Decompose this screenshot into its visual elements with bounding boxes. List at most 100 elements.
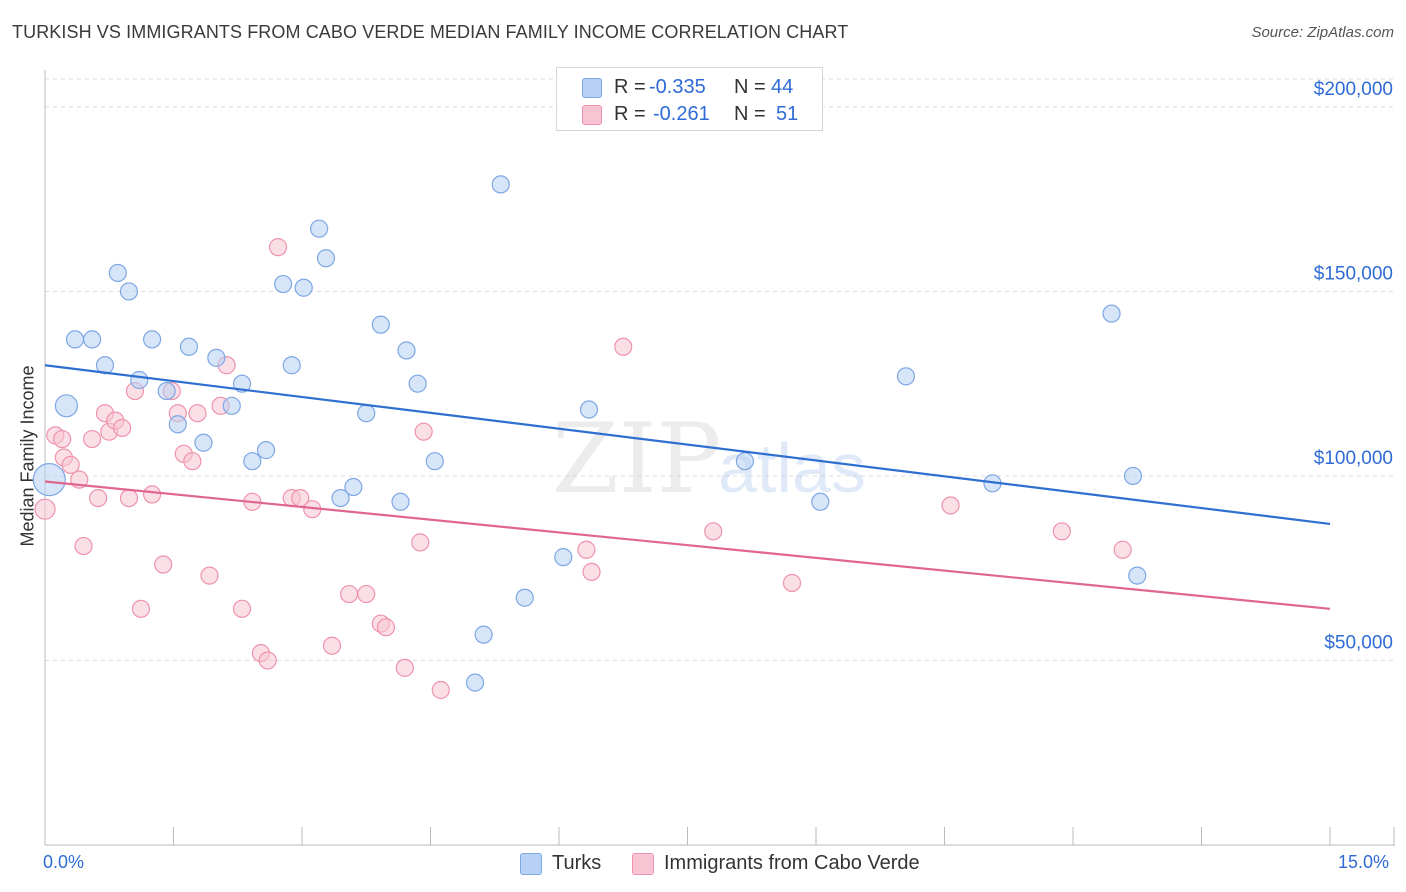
x-tick-max: 15.0% bbox=[1338, 852, 1390, 872]
turks-point bbox=[316, 249, 336, 268]
turks-point bbox=[465, 673, 485, 692]
cabo-verde-point bbox=[200, 566, 219, 585]
cabo-verde-point bbox=[89, 488, 108, 508]
turks-swatch bbox=[520, 853, 542, 875]
turks-trend-line bbox=[44, 364, 1331, 526]
turks-point bbox=[474, 625, 493, 644]
turks-point bbox=[1102, 304, 1121, 323]
cabo-verde-point bbox=[268, 238, 288, 257]
turks-point bbox=[194, 433, 213, 452]
turks-point bbox=[294, 278, 313, 297]
turks-point bbox=[371, 315, 390, 334]
y-tick-label: $50,000 bbox=[1324, 632, 1393, 653]
gridlines bbox=[45, 78, 1395, 661]
cabo-verde-point bbox=[74, 536, 93, 556]
turks-point bbox=[425, 452, 444, 471]
turks-point bbox=[179, 337, 199, 356]
legend-label: Immigrants from Cabo Verde bbox=[664, 852, 920, 874]
turks-point bbox=[735, 452, 754, 471]
x-tick-min: 0.0% bbox=[43, 852, 85, 872]
turks-point bbox=[397, 341, 416, 360]
turks-point bbox=[1128, 566, 1147, 585]
cabo-verde-point bbox=[322, 636, 342, 655]
turks-point bbox=[811, 492, 830, 511]
turks-point bbox=[54, 394, 79, 418]
cabo-verde-point bbox=[83, 429, 102, 449]
legend-label: Turks bbox=[552, 852, 602, 874]
n-value: 51 bbox=[776, 103, 799, 125]
turks-point bbox=[119, 282, 139, 301]
turks-point bbox=[130, 370, 149, 390]
cabo-verde-point bbox=[61, 455, 80, 474]
n-value: 44 bbox=[771, 76, 794, 98]
turks-point bbox=[142, 330, 162, 349]
watermark-zip: ZIP bbox=[552, 403, 721, 515]
y-tick-labels: $50,000 $100,000 $150,000 $200,000 bbox=[1314, 79, 1393, 654]
turks-point bbox=[108, 263, 127, 283]
turks-point bbox=[222, 396, 241, 415]
r-value: -0.261 bbox=[653, 103, 710, 125]
cabo-verde-point bbox=[142, 485, 162, 504]
cabo-verde-swatch bbox=[582, 105, 602, 125]
r-label: R = bbox=[614, 76, 646, 98]
cabo-verde-point bbox=[119, 488, 139, 508]
cabo-verde-point bbox=[154, 555, 173, 574]
cabo-verde-point bbox=[188, 404, 207, 423]
turks-point bbox=[157, 381, 176, 401]
turks-point bbox=[554, 548, 573, 567]
axes bbox=[44, 70, 1395, 846]
turks-point bbox=[1123, 466, 1143, 486]
n-label: N = bbox=[734, 103, 766, 125]
cabo-verde-point bbox=[582, 562, 601, 582]
turks-swatch bbox=[582, 78, 602, 98]
turks-point bbox=[408, 374, 427, 393]
turks-point bbox=[243, 452, 262, 471]
turks-point bbox=[357, 404, 376, 423]
series-cabo-verde bbox=[34, 238, 1132, 700]
cabo-verde-point bbox=[1052, 522, 1071, 541]
turks-point bbox=[491, 175, 510, 194]
turks-point bbox=[344, 477, 363, 497]
n-label: N = bbox=[734, 76, 766, 98]
cabo-verde-point bbox=[414, 422, 433, 441]
turks-point bbox=[579, 400, 599, 419]
r-value: -0.335 bbox=[649, 76, 706, 98]
cabo-verde-point bbox=[232, 599, 252, 618]
y-tick-label: $200,000 bbox=[1314, 79, 1393, 100]
cabo-verde-point bbox=[1113, 540, 1132, 559]
turks-point bbox=[168, 415, 187, 434]
cabo-verde-point bbox=[577, 540, 596, 559]
cabo-verde-point bbox=[411, 533, 430, 552]
turks-point bbox=[310, 219, 329, 238]
turks-point bbox=[274, 274, 293, 294]
cabo-verde-point bbox=[376, 618, 396, 637]
cabo-verde-point bbox=[614, 337, 633, 356]
series-turks bbox=[32, 175, 1147, 692]
cabo-verde-swatch bbox=[632, 853, 654, 875]
turks-point bbox=[256, 441, 276, 460]
turks-point bbox=[282, 356, 301, 375]
y-tick-label: $150,000 bbox=[1314, 263, 1393, 284]
turks-point bbox=[32, 463, 66, 497]
cabo-verde-point bbox=[34, 498, 56, 520]
turks-point bbox=[896, 367, 916, 386]
y-tick-label: $100,000 bbox=[1314, 448, 1393, 469]
legend-row-turks: R = -0.335 N = 44 bbox=[557, 76, 822, 100]
legend-row-cabo-verde: R = -0.261 N = 51 bbox=[557, 103, 822, 127]
r-label: R = bbox=[614, 103, 646, 125]
trend-lines bbox=[44, 364, 1331, 610]
cabo-verde-point bbox=[431, 680, 450, 700]
turks-point bbox=[391, 492, 410, 511]
source-credit: Source: ZipAtlas.com bbox=[1251, 24, 1394, 41]
turks-point bbox=[83, 330, 102, 349]
cabo-verde-point bbox=[258, 651, 277, 670]
cabo-verde-point bbox=[112, 418, 132, 438]
cabo-verde-point bbox=[704, 522, 723, 541]
chart-title: TURKISH VS IMMIGRANTS FROM CABO VERDE ME… bbox=[12, 22, 849, 42]
cabo-verde-point bbox=[357, 584, 376, 604]
cabo-verde-point bbox=[782, 573, 802, 593]
cabo-verde-point bbox=[183, 452, 202, 471]
cabo-verde-trend-line bbox=[44, 480, 1331, 610]
cabo-verde-point bbox=[395, 658, 414, 677]
turks-point bbox=[331, 488, 350, 508]
